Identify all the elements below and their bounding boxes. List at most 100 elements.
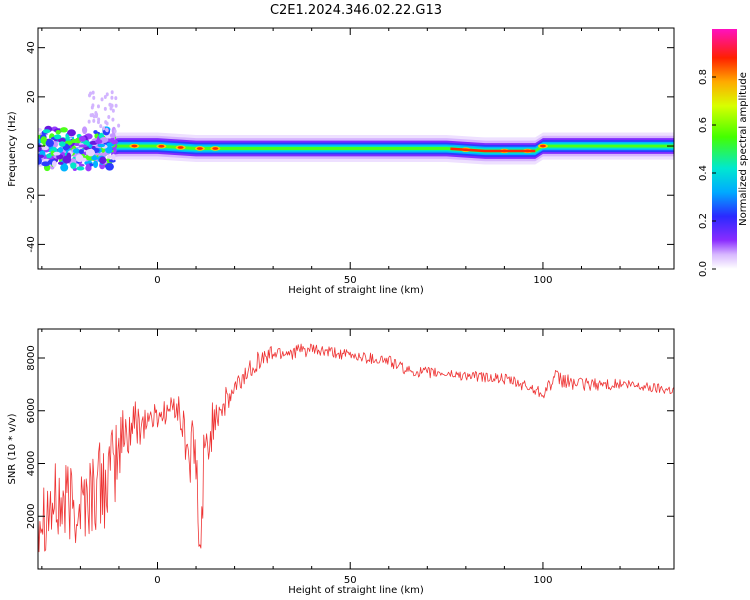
colorbar-label: Normalized spectral amplitude xyxy=(738,72,749,226)
noise-blob-high xyxy=(103,95,107,100)
noise-blob xyxy=(55,130,61,135)
noise-blob xyxy=(57,147,64,153)
snr-x-label: Height of straight line (km) xyxy=(288,585,424,596)
spectrogram-y-tick-label: -20 xyxy=(26,187,37,203)
noise-blob-high xyxy=(91,90,95,95)
spectrogram-x-tick-label: 50 xyxy=(344,275,357,286)
snr-y-tick-label: 8000 xyxy=(26,345,37,370)
colorbar-ticks: 0.0 0.2 0.4 0.6 0.8 xyxy=(698,69,716,277)
noise-blob-high xyxy=(105,92,109,97)
noise-blob xyxy=(70,162,77,169)
spectrogram-panel: 0 50 100 40 20 0 -20 -40 Height of straight lin… xyxy=(7,27,675,296)
noise-blob-high xyxy=(113,129,117,134)
ridge-hot-spot-core xyxy=(539,144,546,148)
spectrogram-y-tick-label: -40 xyxy=(26,236,37,252)
noise-blob-high xyxy=(105,121,109,126)
noise-blob-high xyxy=(111,108,115,113)
noise-blob xyxy=(105,162,114,171)
noise-blob xyxy=(41,145,49,151)
snr-x-tick-label: 0 xyxy=(154,575,160,586)
noise-blob xyxy=(76,166,85,171)
noise-blob-high xyxy=(94,110,98,115)
noise-blob xyxy=(81,126,88,135)
noise-blob xyxy=(60,163,69,172)
noise-blob xyxy=(58,141,66,147)
snr-x-tick-label: 50 xyxy=(344,575,357,586)
noise-blob xyxy=(56,154,64,160)
snr-background xyxy=(38,329,674,569)
ridge-hot-spot-core xyxy=(177,146,184,149)
colorbar-gradient xyxy=(712,29,737,269)
colorbar-tick-label: 0.8 xyxy=(698,69,709,85)
noise-blob xyxy=(78,144,88,148)
spectrogram-y-tick-label: 0 xyxy=(26,143,37,149)
noise-blob-high xyxy=(102,126,106,131)
snr-series-line xyxy=(38,343,674,553)
noise-blob xyxy=(57,161,64,165)
noise-blob-high xyxy=(91,112,95,117)
noise-blob xyxy=(109,133,116,139)
noise-blob xyxy=(60,127,68,133)
noise-blob xyxy=(72,148,80,154)
noise-blob xyxy=(45,139,54,148)
ridge-hot-spot-core xyxy=(158,144,165,148)
noise-blob-high xyxy=(92,95,96,100)
colorbar-tick-label: 0.0 xyxy=(698,261,709,277)
ridge-red-core xyxy=(450,147,536,153)
noise-blob-high xyxy=(99,124,103,129)
figure-title: C2E1.2024.346.02.22.G13 xyxy=(270,3,442,18)
noise-blob xyxy=(86,148,95,157)
noise-blob-high xyxy=(114,103,118,108)
snr-y-tick-label: 2000 xyxy=(26,504,37,529)
noise-blob xyxy=(111,153,116,161)
noise-blob-high xyxy=(88,93,92,98)
noise-blob-high xyxy=(105,128,109,133)
ridge-hot-spot-core xyxy=(212,147,219,150)
noise-blob-high xyxy=(110,95,114,100)
colorbar-tick-label: 0.6 xyxy=(698,117,709,133)
spectrogram-x-label: Height of straight line (km) xyxy=(288,285,424,296)
noise-blob xyxy=(53,134,62,140)
noise-blob-high xyxy=(91,103,95,108)
snr-panel: 0 50 100 2000 4000 6000 8000 Height of straigh… xyxy=(7,328,675,596)
noise-blob xyxy=(78,135,86,142)
noise-blob xyxy=(97,143,106,148)
noise-blob xyxy=(106,155,112,159)
ridge-hot-spot-core xyxy=(131,144,138,148)
noise-blob-high xyxy=(100,97,104,102)
noise-blob-high xyxy=(107,115,111,120)
noise-blob xyxy=(108,159,116,163)
noise-blob-high xyxy=(96,104,100,109)
spectrogram-y-tick-label: 20 xyxy=(26,90,37,103)
noise-blob xyxy=(99,156,107,165)
noise-blob xyxy=(51,160,57,168)
noise-blob-high xyxy=(111,117,115,122)
noise-blob xyxy=(85,163,90,170)
noise-blob xyxy=(38,127,42,132)
noise-blob xyxy=(92,160,99,168)
noise-blob xyxy=(39,154,44,158)
noise-blob xyxy=(38,146,42,151)
noise-blob-high xyxy=(110,103,114,108)
snr-x-tick-label: 100 xyxy=(533,575,552,586)
colorbar-tick-label: 0.2 xyxy=(698,213,709,229)
noise-blob xyxy=(93,130,98,134)
snr-y-tick-label: 4000 xyxy=(26,451,37,476)
noise-blob-high xyxy=(110,90,114,95)
noise-blob-high xyxy=(103,106,107,111)
snr-y-label: SNR (10 * v/v) xyxy=(7,413,18,484)
spectrogram-x-tick-label: 100 xyxy=(533,275,552,286)
spectrogram-y-label: Frequency (Hz) xyxy=(7,111,18,187)
snr-ticks: 0 50 100 2000 4000 6000 8000 xyxy=(26,329,674,586)
noise-blob-high xyxy=(87,119,91,124)
noise-blob xyxy=(53,151,61,156)
noise-blob xyxy=(46,153,53,159)
noise-blob xyxy=(95,139,103,144)
spectrogram-ridge xyxy=(38,90,674,172)
noise-blob-high xyxy=(96,120,100,125)
noise-blob xyxy=(38,157,42,165)
noise-blob xyxy=(67,129,76,137)
ridge-hot-spot-core xyxy=(196,147,203,150)
colorbar-tick-label: 0.4 xyxy=(698,165,709,181)
